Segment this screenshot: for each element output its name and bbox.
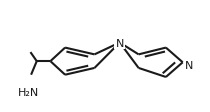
Text: H₂N: H₂N (18, 87, 39, 97)
Text: N: N (185, 61, 193, 70)
Text: N: N (116, 38, 124, 48)
